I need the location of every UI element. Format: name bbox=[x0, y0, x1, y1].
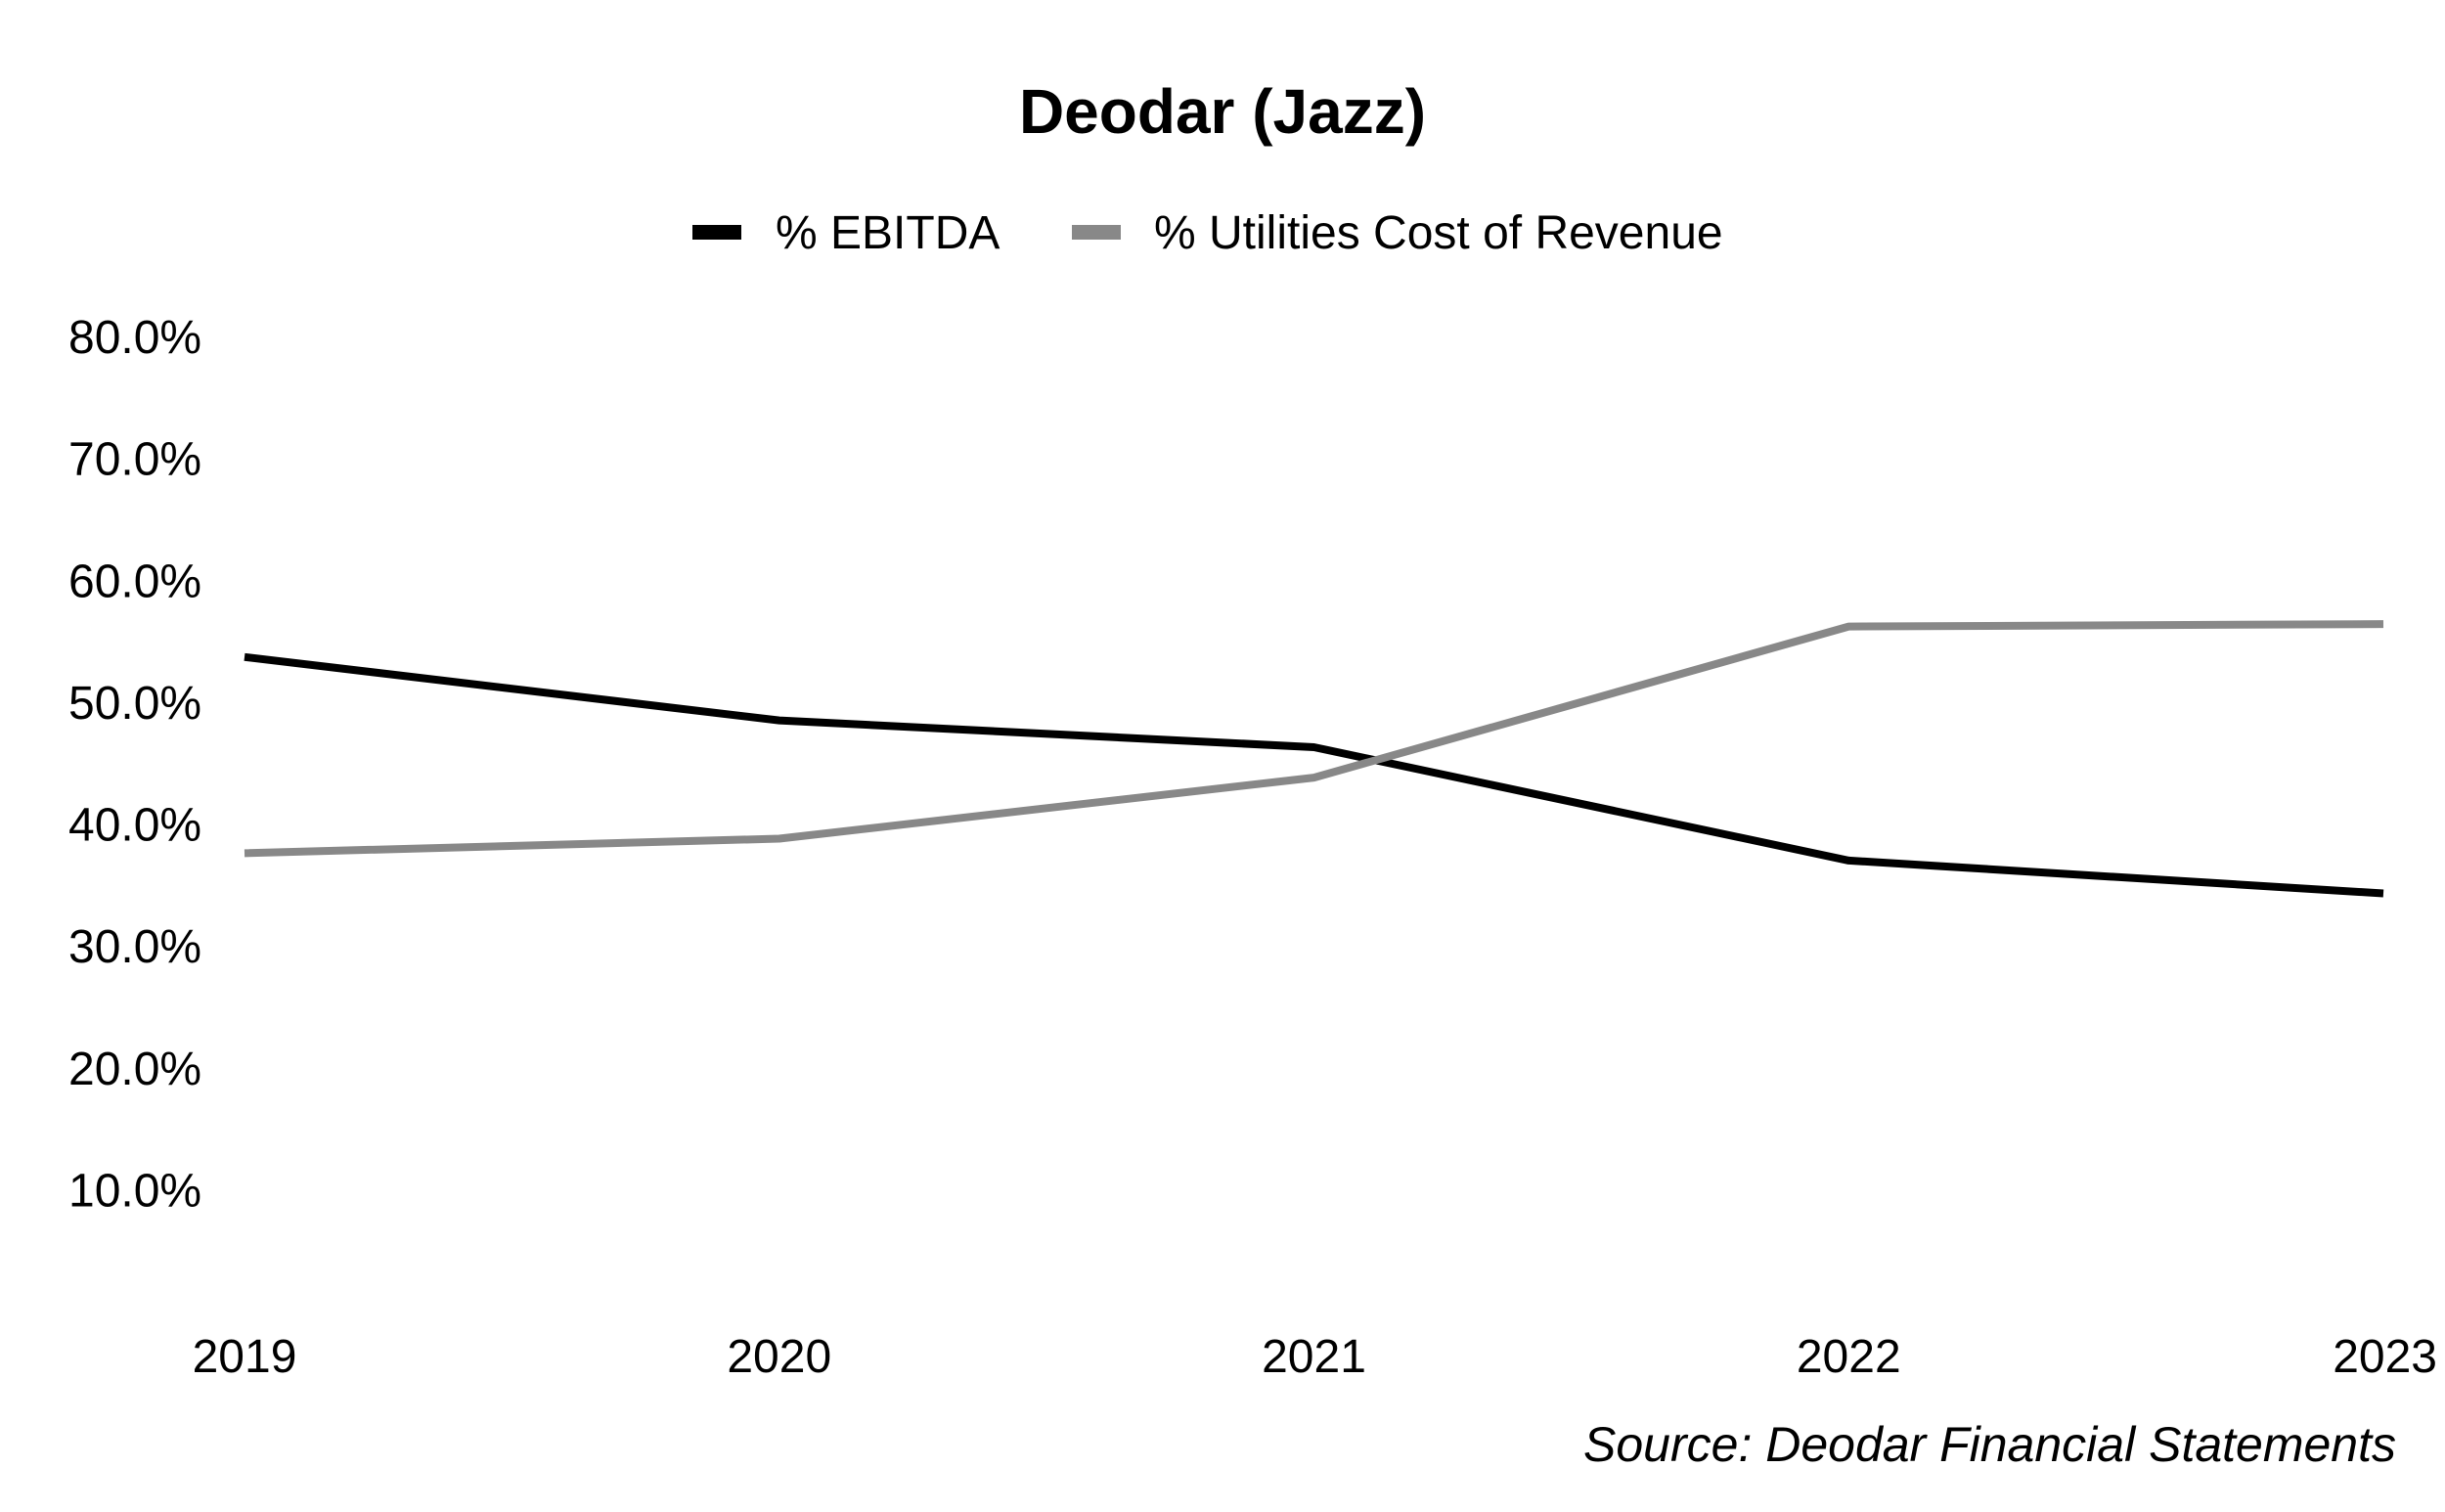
series-line-utilities-cost-of-revenue bbox=[244, 620, 2384, 858]
x-axis-ticks: 2019 2020 2021 2022 2023 bbox=[193, 1331, 2437, 1383]
y-axis-ticks: 80.0% 70.0% 60.0% 50.0% 40.0% 30.0% 20.0% 10.0% bbox=[68, 312, 201, 1217]
y-tick-label: 50.0% bbox=[68, 678, 201, 730]
source-note: Source: Deodar Financial Statements bbox=[1583, 1417, 2396, 1472]
x-tick-label: 2020 bbox=[727, 1331, 831, 1383]
series-lines bbox=[244, 620, 2384, 898]
legend-label-utilities: % Utilities Cost of Revenue bbox=[1154, 207, 1723, 259]
y-tick-label: 60.0% bbox=[68, 556, 201, 607]
legend-item-utilities: % Utilities Cost of Revenue bbox=[1072, 207, 1723, 259]
y-tick-label: 40.0% bbox=[68, 800, 201, 852]
series-line-ebitda bbox=[244, 652, 2384, 898]
y-tick-label: 10.0% bbox=[68, 1165, 201, 1217]
y-tick-label: 80.0% bbox=[68, 312, 201, 364]
legend-label-ebitda: % EBITDA bbox=[776, 207, 1000, 259]
x-tick-label: 2019 bbox=[193, 1331, 297, 1383]
legend-swatch-utilities bbox=[1072, 225, 1121, 240]
chart-title: Deodar (Jazz) bbox=[1019, 76, 1426, 147]
x-tick-label: 2022 bbox=[1797, 1331, 1901, 1383]
x-tick-label: 2023 bbox=[2333, 1331, 2437, 1383]
y-tick-label: 30.0% bbox=[68, 921, 201, 973]
y-tick-label: 70.0% bbox=[68, 434, 201, 486]
legend-item-ebitda: % EBITDA bbox=[692, 207, 1000, 259]
legend: % EBITDA % Utilities Cost of Revenue bbox=[692, 207, 1723, 259]
legend-swatch-ebitda bbox=[692, 225, 741, 240]
y-tick-label: 20.0% bbox=[68, 1044, 201, 1095]
x-tick-label: 2021 bbox=[1262, 1331, 1366, 1383]
